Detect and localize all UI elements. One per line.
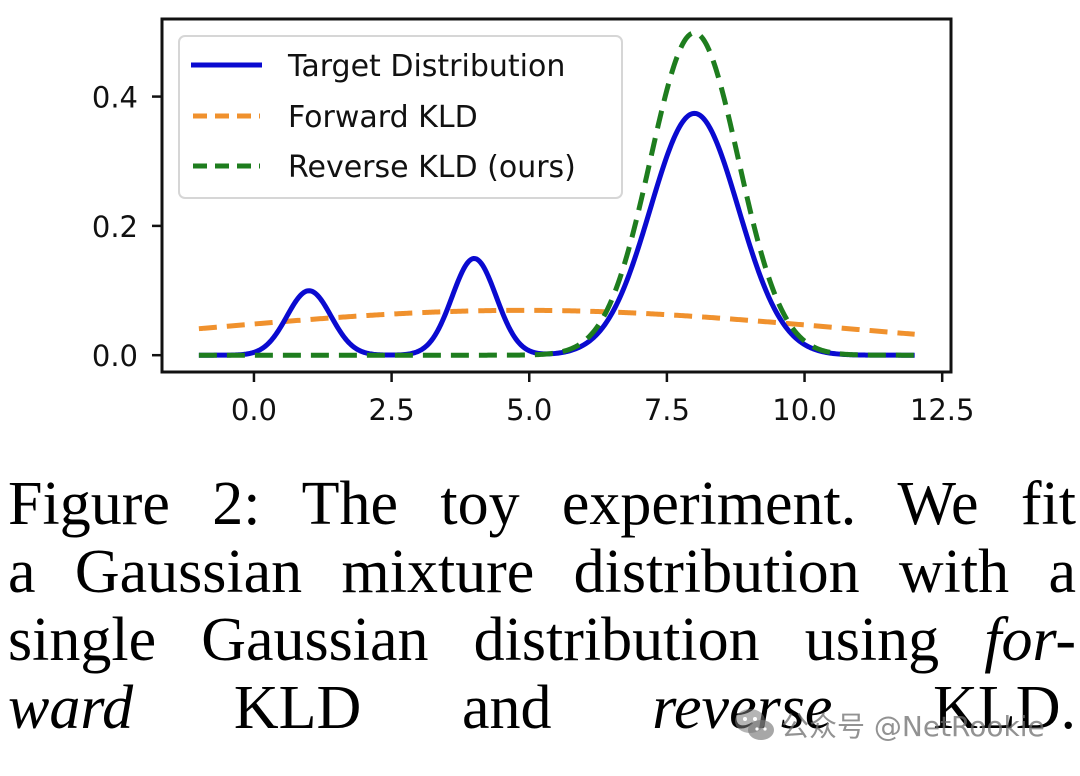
target-distribution-line [197,110,916,358]
axes-frame [160,17,953,374]
legend-label-forward: Forward KLD [288,100,478,135]
x-tick-label: 12.5 [910,393,975,427]
caption-line: a Gaussian mixture distribution with a [8,538,1076,606]
chart: Target Distribution Forward KLD Reverse … [92,17,975,427]
watermark-text: 公众号 @NetRookie [781,710,1045,743]
forward-kld-line [197,307,916,337]
caption-line: ward KLD and reverse KLD. [8,674,1076,742]
y-tick-label: 0.0 [92,339,138,373]
caption-text: KLD. [832,674,1076,742]
y-axis: 0.0 0.2 0.4 [92,81,162,373]
legend: Target Distribution Forward KLD Reverse … [178,35,623,199]
x-tick-label: 5.0 [506,393,552,427]
caption-italic-text: ward [8,674,134,742]
x-axis: 0.0 2.5 5.0 7.5 10.0 12.5 [231,372,975,427]
plot-lines [197,30,916,358]
x-tick-label: 2.5 [369,393,415,427]
y-tick-label: 0.4 [92,81,138,115]
caption-text: single Gaussian distribution using [8,606,985,674]
legend-box [178,35,623,199]
x-tick-label: 0.0 [231,393,277,427]
legend-label-reverse: Reverse KLD (ours) [288,150,576,185]
caption-text: a Gaussian mixture distribution with a [8,538,1076,606]
wechat-icon [733,705,777,745]
watermark: 公众号 @NetRookie [733,700,1045,750]
x-tick-label: 7.5 [644,393,690,427]
caption-text: Figure 2: The toy experiment. We fit [8,470,1076,538]
caption-italic-text: for- [984,606,1076,674]
figure-caption: Figure 2: The toy experiment. We fit a Ga… [8,470,1076,742]
x-tick-label: 10.0 [772,393,837,427]
caption-line: single Gaussian distribution using for- [8,606,1076,674]
caption-text: KLD and [133,674,653,742]
caption-line: Figure 2: The toy experiment. We fit [8,470,1076,538]
reverse-kld-line [197,30,916,358]
y-tick-label: 0.2 [92,210,138,244]
legend-label-target: Target Distribution [287,49,565,84]
